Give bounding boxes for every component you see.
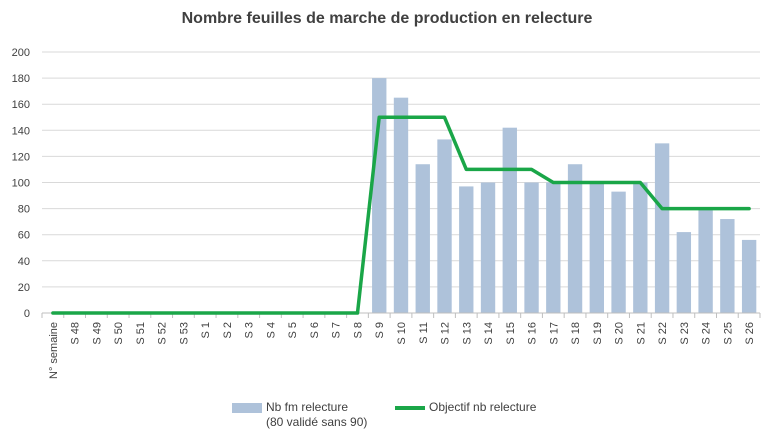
y-tick-label: 160: [12, 99, 30, 111]
x-tick-label: S 51: [135, 322, 147, 345]
y-tick-label: 80: [18, 204, 30, 216]
y-tick-label: 120: [12, 151, 30, 163]
x-tick-label: S 1: [200, 322, 212, 339]
x-tick-label: S 26: [744, 322, 756, 345]
x-tick-label: S 49: [91, 322, 103, 345]
y-tick-label: 60: [18, 230, 30, 242]
x-tick-label: S 11: [418, 322, 430, 344]
x-tick-label: S 15: [505, 322, 517, 345]
bar: [611, 191, 626, 313]
bar: [524, 182, 539, 313]
y-tick-label: 200: [12, 47, 30, 59]
y-tick-label: 140: [12, 125, 30, 137]
bar: [393, 97, 409, 313]
y-tick-label: 40: [18, 256, 30, 268]
y-tick-labels: 0 20 40 60 80 100 120 140 160 180 200: [12, 47, 30, 320]
x-tick-label: N° semaine: [48, 322, 60, 379]
legend-item-line: Objectif nb relecture: [395, 400, 536, 415]
legend-swatch-bars: [232, 403, 262, 413]
x-tick-label: S 48: [70, 322, 82, 345]
x-tick-label: S 7: [331, 322, 343, 339]
legend-label-bars: Nb fm relecture: [266, 400, 349, 414]
x-tick-label: S 6: [309, 322, 321, 339]
bar: [567, 164, 583, 313]
y-tick-label: 100: [12, 178, 30, 190]
x-tick-label: S 8: [352, 322, 364, 339]
x-tick-label: S 5: [287, 322, 299, 339]
bar: [589, 182, 604, 313]
bar: [633, 182, 648, 313]
x-tick-label: S 10: [396, 322, 408, 345]
line-series: [51, 115, 751, 315]
bar: [654, 143, 670, 313]
x-tick-label: S 25: [722, 322, 734, 345]
legend: Nb fm relecture (80 validé sans 90) Objec…: [0, 400, 774, 440]
bar: [437, 139, 452, 313]
legend-item-bars: Nb fm relecture (80 validé sans 90): [232, 400, 367, 430]
bar-series: [372, 78, 757, 313]
y-tick-label: 0: [24, 308, 30, 320]
x-tick-label: S 14: [483, 322, 495, 345]
x-tick-label: S 20: [614, 322, 626, 345]
bar: [698, 208, 713, 313]
x-tick-label: S 53: [178, 322, 190, 345]
bar: [372, 78, 387, 313]
y-tick-label: 20: [18, 282, 30, 294]
x-tick-label: S 13: [461, 322, 473, 345]
x-tick-labels: N° semaine S 48 S 49 S 50 S 51 S 52 S 53 S 1 S 2…: [48, 322, 756, 379]
x-tick-label: S 19: [592, 322, 604, 345]
x-tick-label: S 52: [157, 322, 169, 345]
x-tick-label: S 3: [244, 322, 256, 339]
bar: [720, 219, 735, 313]
y-tick-label: 180: [12, 73, 30, 85]
legend-swatch-line: [395, 406, 425, 410]
bar: [546, 182, 561, 313]
x-tick-label: S 24: [701, 322, 713, 345]
bar: [741, 239, 757, 313]
legend-label-line: Objectif nb relecture: [429, 400, 537, 414]
legend-label-bars-note: (80 validé sans 90): [266, 415, 368, 429]
bar: [676, 232, 692, 313]
x-tick-label: S 2: [222, 322, 234, 339]
x-tick-label: S 9: [374, 322, 386, 339]
bar: [480, 182, 496, 313]
x-tick-label: S 50: [113, 322, 125, 345]
x-tick-label: S 4: [265, 322, 277, 339]
bar: [415, 164, 430, 313]
x-tick-label: S 17: [548, 322, 560, 345]
x-tick-label: S 16: [527, 322, 539, 345]
x-tick-label: S 23: [679, 322, 691, 345]
bar: [502, 127, 517, 313]
x-tick-label: S 22: [657, 322, 669, 345]
x-tick-label: S 12: [440, 322, 452, 345]
bar: [459, 186, 474, 313]
x-tick-label: S 18: [570, 322, 582, 345]
chart-title: Nombre feuilles de marche de production …: [181, 10, 593, 27]
x-tick-label: S 21: [635, 322, 647, 345]
objective-line: [51, 115, 751, 315]
